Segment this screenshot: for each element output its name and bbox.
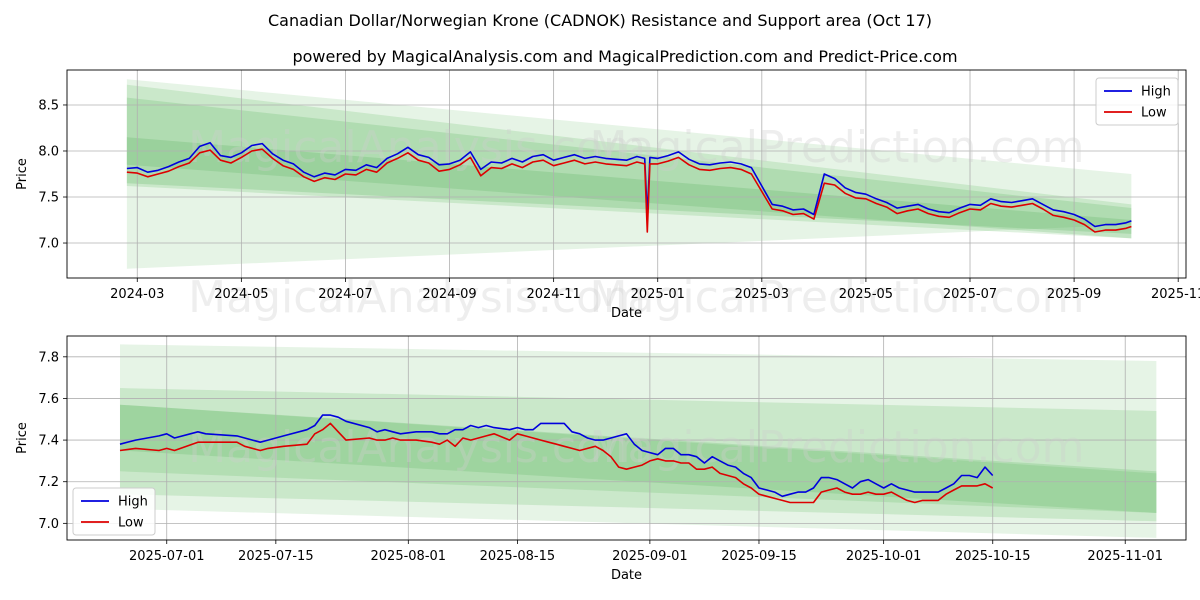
bottom-chart: MagicalAnalysis.comMagicalPrediction.com… [15, 335, 1187, 583]
bottom-ytick-label-2: 7.4 [38, 434, 59, 449]
top-xtick-label-9: 2025-09 [1047, 287, 1101, 302]
top-series [126, 141, 1132, 233]
bottom-series [119, 414, 994, 504]
bottom-legend-label-high: High [118, 495, 148, 510]
top-ytick-label-3: 8.5 [38, 98, 59, 113]
bottom-xtick-label-3: 2025-08-15 [480, 549, 556, 564]
top-xtick-label-4: 2024-11 [526, 287, 580, 302]
bottom-series-low [119, 422, 994, 504]
bottom-xtick-label-1: 2025-07-15 [238, 549, 314, 564]
top-legend-label-high: High [1141, 85, 1171, 100]
bottom-ytick-label-1: 7.2 [38, 475, 59, 490]
top-watermark-prediction-2: MagicalPrediction.com [590, 272, 1085, 323]
bottom-xtick-label-4: 2025-09-01 [612, 549, 688, 564]
top-watermark-analysis: MagicalAnalysis.com [188, 122, 646, 173]
top-band-0 [126, 79, 1132, 269]
top-ytick-label-0: 7.0 [38, 237, 59, 252]
top-xtick-label-1: 2024-05 [214, 287, 268, 302]
top-legend: High Low [1095, 77, 1179, 126]
top-series-high [126, 141, 1132, 228]
bottom-xtick-label-8: 2025-11-01 [1087, 549, 1163, 564]
top-xtick-label-0: 2024-03 [110, 287, 164, 302]
bottom-legend-label-low: Low [118, 516, 144, 531]
bottom-xtick-label-6: 2025-10-01 [846, 549, 922, 564]
top-xtick-label-10: 2025-11 [1151, 287, 1200, 302]
top-chart: MagicalAnalysis.comMagicalPrediction.com… [15, 69, 1200, 323]
bottom-axes-frame [66, 335, 1187, 541]
chart-title: Canadian Dollar/Norwegian Krone (CADNOK)… [268, 11, 932, 30]
bottom-ytick-label-3: 7.6 [38, 392, 59, 407]
bottom-series-high [119, 414, 994, 498]
bottom-xtick-label-5: 2025-09-15 [721, 549, 797, 564]
bottom-xtick-label-0: 2025-07-01 [129, 549, 205, 564]
bottom-legend: High Low [72, 487, 156, 536]
top-xtick-label-3: 2024-09 [422, 287, 476, 302]
bottom-band-0 [119, 344, 1157, 538]
bottom-ytick-label-0: 7.0 [38, 517, 59, 532]
top-xtick-label-2: 2024-07 [318, 287, 372, 302]
bottom-xtick-label-7: 2025-10-15 [955, 549, 1031, 564]
top-yaxis-label: Price [15, 158, 30, 190]
top-ytick-label-2: 8.0 [38, 144, 59, 159]
bottom-xtick-label-2: 2025-08-01 [371, 549, 447, 564]
top-watermark-analysis-2: MagicalAnalysis.com [188, 272, 646, 323]
bottom-yaxis-label: Price [15, 422, 30, 454]
top-ytick-label-1: 7.5 [38, 191, 59, 206]
bottom-grid [67, 336, 1186, 540]
bottom-ytick-label-4: 7.8 [38, 350, 59, 365]
top-xtick-label-7: 2025-05 [839, 287, 893, 302]
top-legend-label-low: Low [1141, 106, 1167, 121]
top-axes-frame [66, 69, 1187, 279]
bottom-xaxis-label: Date [611, 568, 642, 583]
top-series-low [126, 148, 1132, 233]
bottom-watermark-analysis: MagicalAnalysis.com [188, 422, 646, 473]
chart-subtitle: powered by MagicalAnalysis.com and Magic… [292, 47, 957, 66]
top-xtick-label-5: 2025-01 [631, 287, 685, 302]
top-band-2 [126, 97, 1132, 239]
top-watermark-prediction: MagicalPrediction.com [590, 122, 1085, 173]
top-bands [126, 79, 1132, 269]
top-band-3 [126, 137, 1132, 234]
bottom-band-1 [119, 388, 1157, 522]
top-xtick-label-6: 2025-03 [735, 287, 789, 302]
top-xaxis-label: Date [611, 306, 642, 321]
bottom-watermark-prediction: MagicalPrediction.com [590, 422, 1085, 473]
top-xtick-label-8: 2025-07 [943, 287, 997, 302]
